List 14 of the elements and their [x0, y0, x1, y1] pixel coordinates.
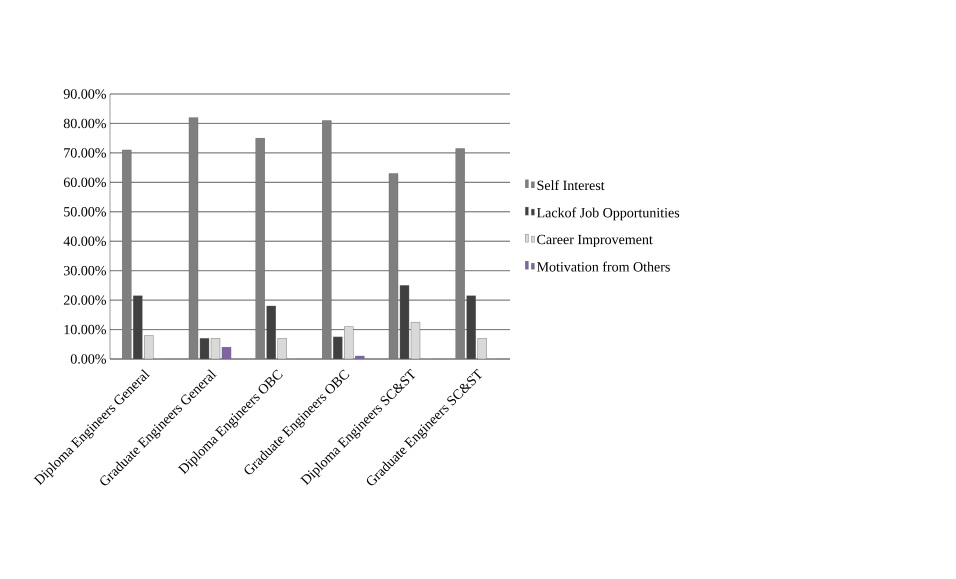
y-tick-label: 60.00% [64, 178, 106, 188]
y-tick-label: 70.00% [64, 148, 106, 158]
y-tick-label: 10.00% [64, 324, 106, 334]
y-tick-label: 30.00% [64, 266, 106, 276]
legend-label: Self Interest [538, 180, 605, 190]
y-tick-label: 40.00% [64, 236, 106, 246]
y-tick-label: 0.00% [70, 354, 106, 364]
y-tick-label: 50.00% [64, 207, 106, 217]
legend-label: Career Improvement [537, 234, 653, 248]
legend-label: Motivation from Others [537, 262, 670, 272]
y-tick-label: 80.00% [64, 118, 106, 128]
y-tick-label: 20.00% [64, 295, 106, 305]
legend-label: Lackof Job Opportunities [537, 207, 680, 220]
y-tick-label: 90.00% [64, 89, 106, 99]
